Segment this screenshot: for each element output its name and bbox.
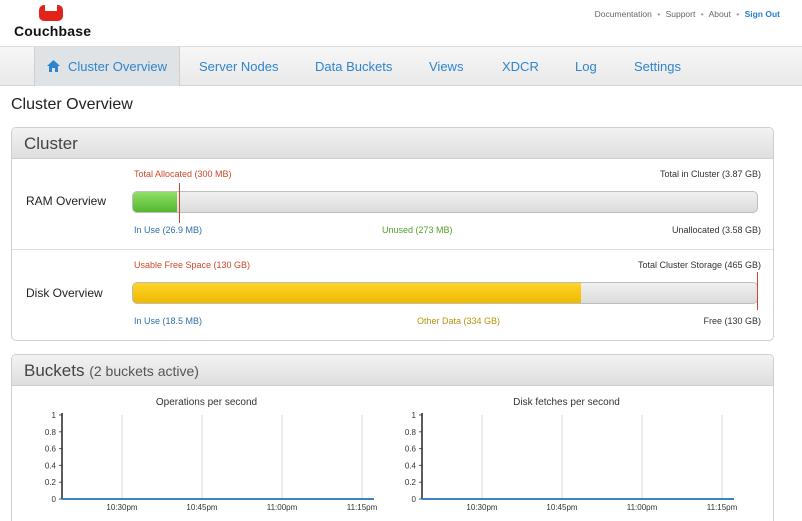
chart-title: Disk fetches per second [513, 397, 620, 408]
y-tick-label: 1 [412, 411, 417, 420]
about-link[interactable]: About [708, 9, 731, 19]
ram-unallocated: Unallocated (3.58 GB) [671, 225, 761, 235]
y-tick-label: 0.8 [405, 428, 417, 437]
couchbase-logo[interactable]: Couchbase [14, 4, 94, 42]
y-tick-label: 1 [52, 411, 57, 420]
tab-views[interactable]: Views [429, 59, 464, 74]
top-links: Documentation • Support • About • Sign O… [595, 9, 780, 19]
home-icon [47, 60, 60, 72]
disk-usable-free-space: Usable Free Space (130 GB) [134, 260, 251, 270]
disk-free: Free (130 GB) [703, 316, 761, 326]
disk-total-cluster-storage: Total Cluster Storage (465 GB) [637, 260, 761, 270]
cluster-panel: Cluster Total Allocated (300 MB) Total i… [11, 127, 774, 341]
y-tick-label: 0.8 [45, 428, 57, 437]
support-link[interactable]: Support [665, 9, 696, 19]
ram-overview-label: RAM Overview [26, 194, 107, 208]
page-title: Cluster Overview [11, 96, 133, 113]
link-separator: • [700, 9, 704, 19]
y-tick-label: 0.4 [405, 461, 417, 470]
tab-cluster-overview[interactable]: Cluster Overview [34, 47, 180, 86]
y-tick-label: 0 [412, 495, 417, 504]
ram-overview-row: Total Allocated (300 MB) Total in Cluste… [12, 159, 773, 248]
ram-in-use: In Use (26.9 MB) [134, 225, 203, 235]
ram-total-in-cluster: Total in Cluster (3.87 GB) [659, 169, 761, 179]
tab-settings[interactable]: Settings [634, 59, 681, 74]
brand-name: Couchbase [14, 23, 92, 39]
buckets-panel: Buckets (2 buckets active) Operations pe… [11, 354, 774, 521]
buckets-active-count: (2 buckets active) [89, 363, 199, 379]
y-tick-label: 0.2 [405, 478, 417, 487]
link-separator: • [736, 9, 740, 19]
tab-data-buckets[interactable]: Data Buckets [315, 59, 393, 74]
y-tick-label: 0.6 [405, 445, 417, 454]
sign-out-link[interactable]: Sign Out [744, 9, 780, 19]
disk-in-use: In Use (18.5 MB) [134, 316, 203, 326]
chart-plot: 1 0.8 0.6 0.4 0.2 0 10:30pm 10:45pm 11:00pm 11:15… [45, 411, 378, 512]
operations-per-second-chart: Operations per second 1 0.8 0.6 0.4 0.2 0 10:3… [34, 397, 379, 521]
section-divider [12, 249, 773, 250]
y-tick-label: 0 [52, 495, 57, 504]
documentation-link[interactable]: Documentation [594, 9, 652, 19]
disk-usage-bar [132, 282, 758, 304]
x-tick-label: 11:00pm [267, 503, 298, 512]
main-nav: Cluster Overview Server Nodes Data Bucke… [0, 46, 802, 86]
chart-plot: 1 0.8 0.6 0.4 0.2 0 10:30pm 10:45pm 11:00pm 11:15… [405, 411, 738, 512]
x-tick-label: 10:30pm [106, 503, 137, 512]
y-tick-label: 0.6 [45, 445, 57, 454]
buckets-title: Buckets [24, 361, 85, 380]
x-tick-label: 10:45pm [186, 503, 217, 512]
link-separator: • [657, 9, 661, 19]
disk-other-data: Other Data (334 GB) [417, 316, 501, 326]
disk-overview-label: Disk Overview [26, 286, 103, 300]
chart-title: Operations per second [155, 397, 258, 408]
tab-label: Cluster Overview [68, 59, 167, 74]
disk-other-data-fill [133, 283, 582, 303]
disk-free-marker [756, 272, 758, 310]
ram-unused: Unused (273 MB) [382, 225, 453, 235]
tab-xdcr[interactable]: XDCR [502, 59, 539, 74]
y-tick-label: 0.2 [45, 478, 57, 487]
tab-server-nodes[interactable]: Server Nodes [199, 59, 279, 74]
ram-allocated-marker [178, 183, 180, 223]
top-header: Couchbase Documentation • Support • Abou… [0, 0, 802, 46]
disk-overview-row: Usable Free Space (130 GB) Total Cluster… [12, 250, 773, 340]
ram-usage-bar [132, 191, 758, 213]
x-tick-label: 11:00pm [627, 503, 658, 512]
x-tick-label: 11:15pm [347, 503, 378, 512]
ram-total-allocated: Total Allocated (300 MB) [134, 169, 232, 179]
cluster-panel-title: Cluster [12, 128, 773, 159]
ram-in-use-fill [133, 192, 177, 212]
couchbase-logo-icon [39, 4, 63, 21]
x-tick-label: 10:30pm [466, 503, 497, 512]
buckets-panel-title: Buckets (2 buckets active) [12, 355, 773, 386]
tab-log[interactable]: Log [575, 59, 597, 74]
x-tick-label: 11:15pm [707, 503, 738, 512]
disk-fetches-per-second-chart: Disk fetches per second 1 0.8 0.6 0.4 0.2 0 10… [394, 397, 739, 521]
y-tick-label: 0.4 [45, 461, 57, 470]
x-tick-label: 10:45pm [546, 503, 577, 512]
